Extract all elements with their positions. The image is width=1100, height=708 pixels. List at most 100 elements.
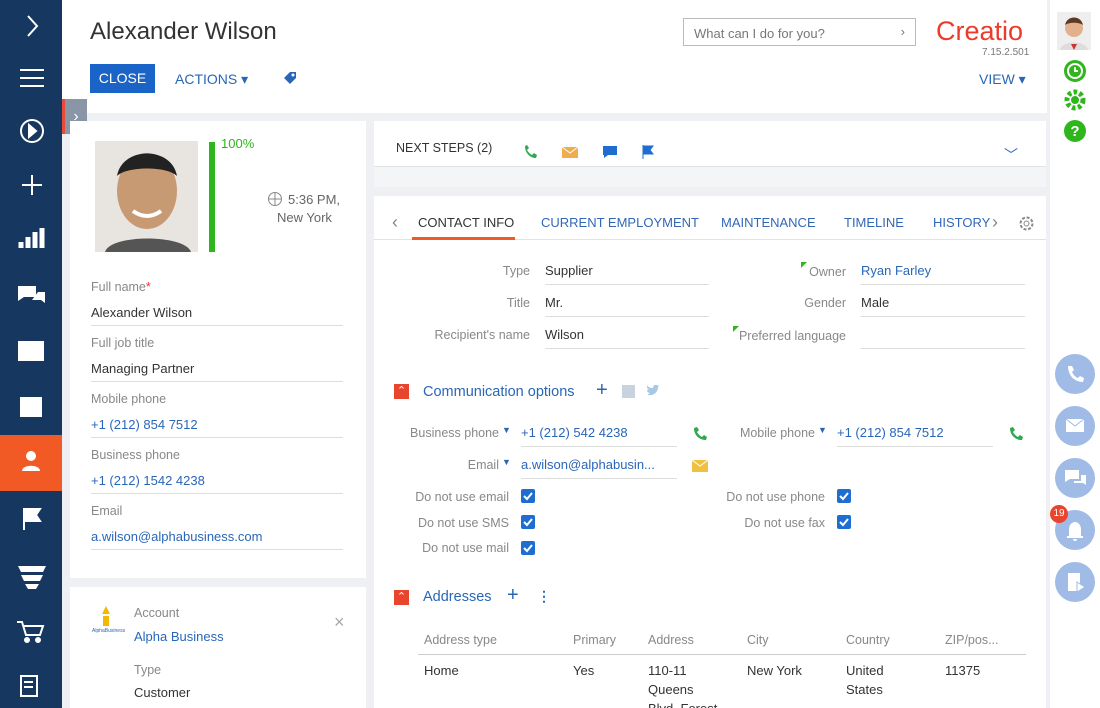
tab[interactable]: HISTORY <box>933 215 991 230</box>
dropdown-arrow[interactable]: ▼ <box>818 425 827 435</box>
field-value[interactable]: Alexander Wilson <box>91 305 343 326</box>
call-button[interactable] <box>1055 354 1095 394</box>
system-icons[interactable]: ? <box>1062 59 1088 145</box>
tab[interactable]: MAINTENANCE <box>721 215 816 230</box>
field-value[interactable]: Managing Partner <box>91 361 343 382</box>
section-title[interactable]: Addresses <box>423 589 492 605</box>
completeness-bar <box>209 142 215 252</box>
field-value[interactable]: Mr. <box>545 295 709 317</box>
dropdown-arrow[interactable]: ▼ <box>502 457 511 467</box>
email-icon[interactable] <box>692 460 708 472</box>
notifications-button[interactable] <box>1055 510 1095 550</box>
checkbox[interactable] <box>837 515 851 529</box>
version: 7.15.2.501 <box>982 47 1030 58</box>
menu-button[interactable]: ⋮ <box>537 588 551 604</box>
table-cell: Home <box>424 663 459 678</box>
column-header: ZIP/pos... <box>945 633 999 647</box>
column-header: Address type <box>424 633 497 647</box>
field-value[interactable]: a.wilson@alphabusiness.com <box>91 529 343 550</box>
field-label: Full job title <box>91 336 155 350</box>
field-value[interactable]: a.wilson@alphabusin... <box>521 457 677 479</box>
contact-photo <box>95 141 198 252</box>
actions-button[interactable]: ACTIONS ▾ <box>175 71 249 87</box>
required-mark: * <box>145 280 151 294</box>
collapse-button[interactable]: ⌃ <box>394 384 409 399</box>
table-header-line <box>418 654 1026 655</box>
field-label: Mobile phone <box>91 392 167 406</box>
checkbox[interactable] <box>837 489 851 503</box>
account-logo-text: AlphaBusiness <box>92 628 126 634</box>
tab[interactable]: CONTACT INFO <box>418 215 515 230</box>
empty-field[interactable] <box>861 327 1025 349</box>
field-label: Preferred language <box>738 329 846 343</box>
checkbox[interactable] <box>521 489 535 503</box>
label-text: Full name <box>91 280 146 294</box>
location: New York <box>277 210 332 225</box>
active-tab-indicator <box>412 237 515 240</box>
call-icon[interactable] <box>1008 426 1024 442</box>
field-label: Recipient's name <box>434 328 531 342</box>
completeness: 100% <box>221 136 255 151</box>
column-header: City <box>747 633 769 647</box>
email-button[interactable] <box>1055 406 1095 446</box>
tabs-divider <box>374 239 1046 240</box>
expand-arrow[interactable]: ﹀ <box>1004 147 1018 163</box>
search-box[interactable]: What can I do for you? › <box>683 18 916 46</box>
field-label: Email <box>91 504 123 518</box>
checkbox[interactable] <box>521 515 535 529</box>
field-value[interactable]: Ryan Farley <box>861 263 1025 285</box>
chat-button[interactable] <box>1055 458 1095 498</box>
field-value[interactable]: Supplier <box>545 263 709 285</box>
table-cell: Yes <box>573 663 595 678</box>
active-item <box>0 435 62 491</box>
tab-settings[interactable] <box>1018 215 1035 232</box>
field-value[interactable]: Wilson <box>545 327 709 349</box>
view-button[interactable]: VIEW ▾ <box>979 71 1026 87</box>
tab[interactable]: CURRENT EMPLOYMENT <box>541 215 699 230</box>
field-label: Full name* <box>91 280 151 294</box>
section-title[interactable]: Communication options <box>423 384 575 400</box>
field-value[interactable]: Male <box>861 295 1025 317</box>
field-label: Type <box>134 663 162 677</box>
close-button[interactable]: CLOSE <box>90 64 155 93</box>
field-value[interactable]: +1 (212) 542 4238 <box>521 425 677 447</box>
header <box>62 0 1047 113</box>
tabs-next[interactable]: › <box>992 212 998 232</box>
field-label[interactable]: Business phone <box>410 426 499 440</box>
checkbox[interactable] <box>521 541 535 555</box>
notification-badge: 19 <box>1050 505 1068 523</box>
tab[interactable]: TIMELINE <box>844 215 904 230</box>
tabs-prev[interactable]: ‹ <box>392 212 398 232</box>
social-icons[interactable] <box>622 385 662 399</box>
svg-text:?: ? <box>1070 123 1079 140</box>
sidebar-icons <box>17 15 46 697</box>
dropdown-arrow[interactable]: ▼ <box>502 425 511 435</box>
call-icon[interactable] <box>692 426 708 442</box>
table-cell: 110-11 Queens Blvd. Forest <box>648 663 717 708</box>
field-label[interactable]: Mobile phone <box>739 426 815 440</box>
collapse-button[interactable]: ⌃ <box>394 590 409 605</box>
user-avatar[interactable] <box>1057 12 1091 50</box>
field-label: Type <box>502 264 530 278</box>
field-label: Business phone <box>91 448 180 462</box>
next-steps-actions[interactable] <box>522 142 662 160</box>
next-steps-title[interactable]: NEXT STEPS (2) <box>396 141 493 155</box>
field-value[interactable]: +1 (212) 854 7512 <box>837 425 993 447</box>
add-button[interactable]: + <box>507 584 519 606</box>
field-value[interactable]: +1 (212) 1542 4238 <box>91 473 343 494</box>
column-header: Country <box>846 633 890 647</box>
account-link[interactable]: Alpha Business <box>134 629 224 644</box>
page-title: Alexander Wilson <box>90 18 277 45</box>
next-steps-footer <box>374 166 1046 187</box>
process-button[interactable] <box>1055 562 1095 602</box>
tag-icon[interactable] <box>282 70 298 86</box>
remove-account[interactable]: × <box>334 612 345 632</box>
add-button[interactable]: + <box>596 379 608 401</box>
field-label[interactable]: Email <box>467 458 499 472</box>
checkbox-label: Do not use email <box>415 490 509 504</box>
checkbox-label: Do not use mail <box>422 541 509 555</box>
field-label: Title <box>506 296 530 310</box>
column-header: Primary <box>573 633 617 647</box>
field-value[interactable]: +1 (212) 854 7512 <box>91 417 343 438</box>
